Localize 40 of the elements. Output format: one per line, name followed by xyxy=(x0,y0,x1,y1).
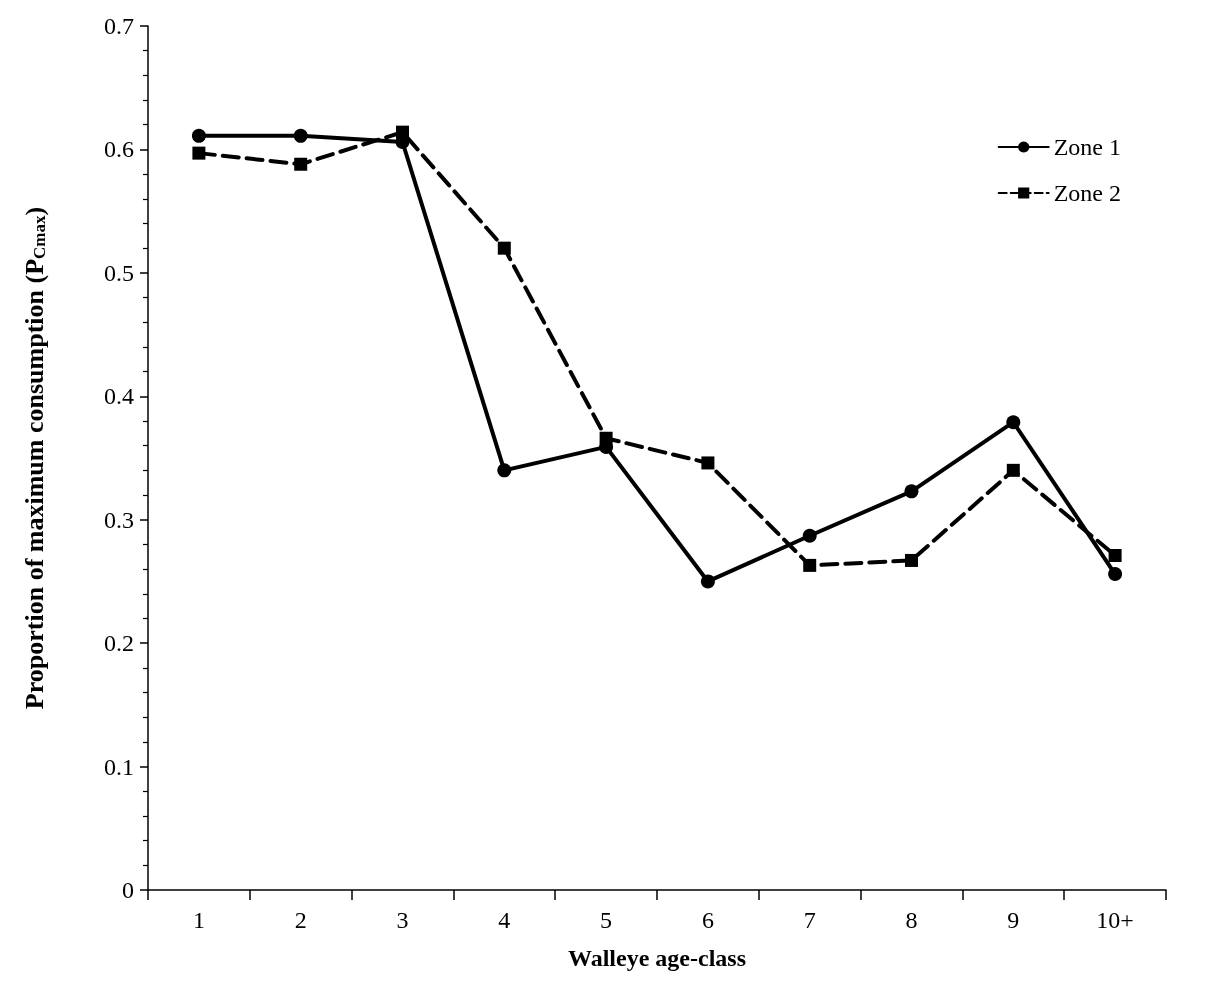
point xyxy=(802,528,817,543)
y-tick-label: 0.7 xyxy=(104,13,134,39)
x-tick-label: 9 xyxy=(1007,907,1020,933)
x-tick-label: 6 xyxy=(701,907,714,933)
point xyxy=(599,431,613,445)
x-tick-label: 1 xyxy=(192,907,205,933)
x-tick-label: 4 xyxy=(498,907,511,933)
point xyxy=(905,553,918,567)
y-tick-label: 0.6 xyxy=(104,136,134,163)
y-tick-label: 0 xyxy=(122,877,134,903)
x-tick-label: 3 xyxy=(396,907,409,933)
point xyxy=(1006,415,1021,430)
y-tick-label: 0.1 xyxy=(104,753,134,780)
point xyxy=(700,574,715,589)
x-tick-label: 10+ xyxy=(1096,907,1134,933)
x-tick-label: 2 xyxy=(294,907,307,933)
point xyxy=(497,241,511,255)
point xyxy=(701,456,715,470)
x-tick-label: 8 xyxy=(905,907,918,933)
legend-label: Zone 1 xyxy=(1053,134,1121,160)
x-tick-label: 5 xyxy=(600,907,613,933)
point xyxy=(497,463,512,478)
point xyxy=(904,484,919,499)
point xyxy=(1108,567,1123,582)
y-tick-label: 0.2 xyxy=(104,630,134,657)
point xyxy=(192,146,206,160)
x-axis-title: Walleye age-class xyxy=(568,945,746,971)
point xyxy=(294,157,308,171)
x-tick-label: 7 xyxy=(803,907,816,933)
y-axis-title: Proportion of maximum consumption (PCmax) xyxy=(20,206,49,710)
point xyxy=(293,128,308,143)
point xyxy=(396,125,409,139)
point xyxy=(191,128,206,143)
y-tick-label: 0.4 xyxy=(104,383,134,410)
legend-label: Zone 2 xyxy=(1053,180,1121,206)
point xyxy=(803,558,817,572)
y-tick-label: 0.5 xyxy=(104,259,134,286)
point xyxy=(1006,463,1020,477)
y-tick-label: 0.3 xyxy=(104,506,134,533)
point xyxy=(1108,549,1122,563)
